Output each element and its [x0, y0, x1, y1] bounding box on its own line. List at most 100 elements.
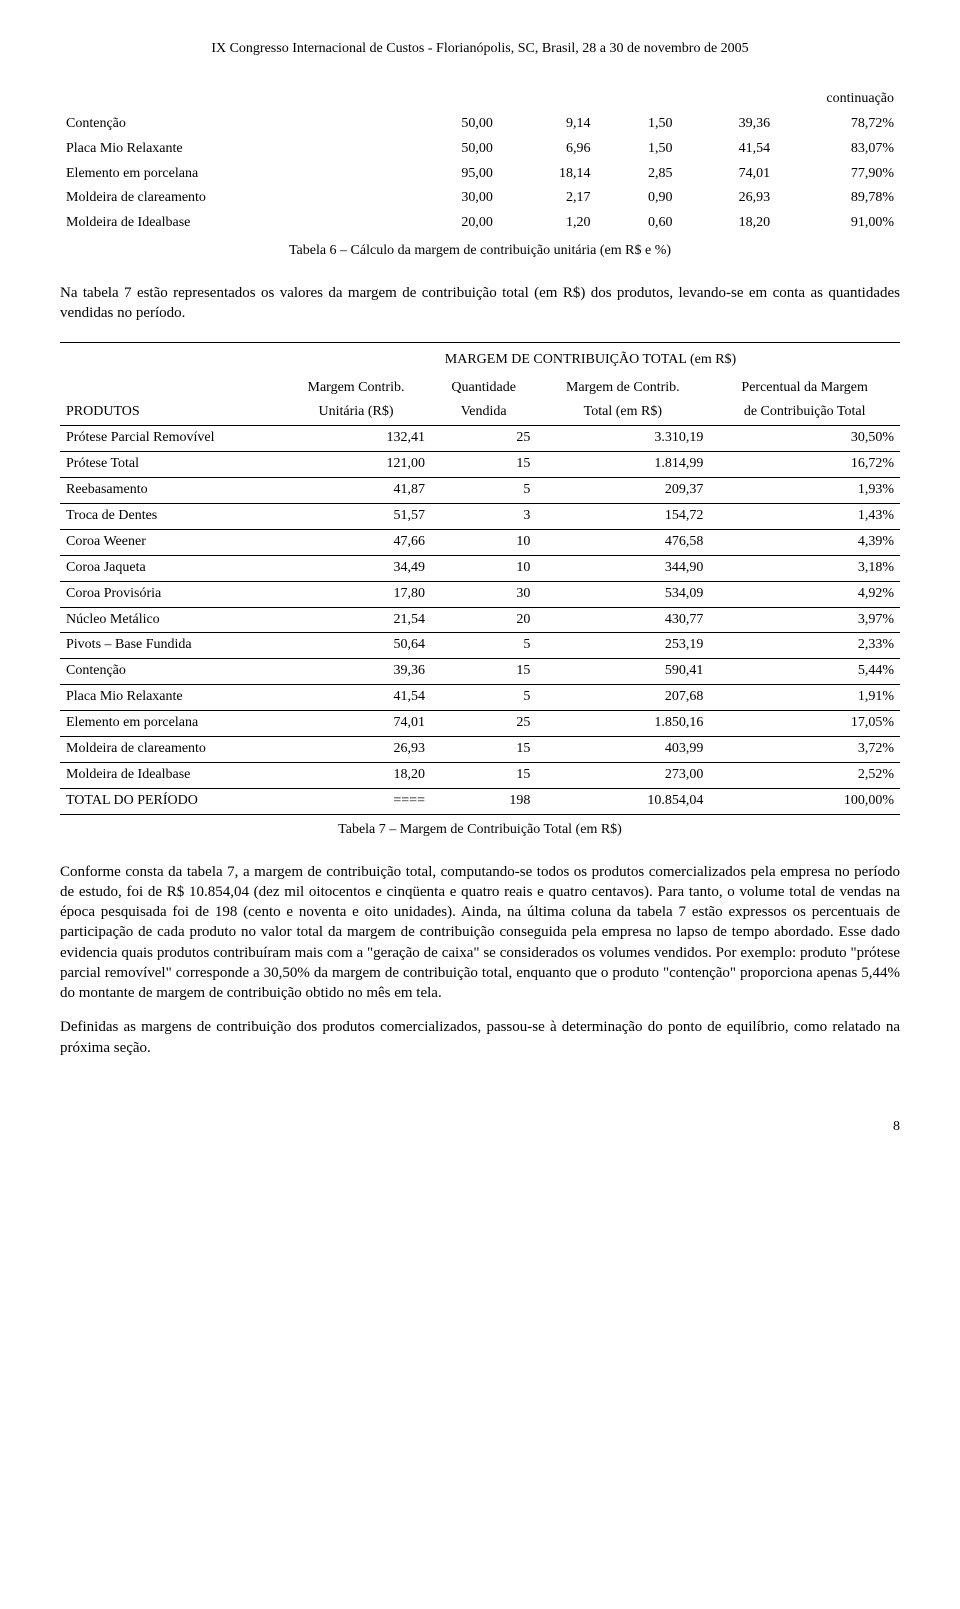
table-row: Prótese Parcial Removível132,41253.310,1… [60, 426, 900, 452]
table-row: Elemento em porcelana74,01251.850,1617,0… [60, 711, 900, 737]
cell: 25 [431, 711, 536, 737]
cell-label: Núcleo Metálico [60, 607, 281, 633]
col-h4a: Percentual da Margem [709, 376, 900, 401]
cell: 2,17 [499, 186, 597, 211]
cell: 6,96 [499, 137, 597, 162]
cell: 1,91% [709, 685, 900, 711]
table-row: Moldeira de clareamento26,9315403,993,72… [60, 736, 900, 762]
cell: 21,54 [281, 607, 431, 633]
cell: 30,00 [401, 186, 499, 211]
cell: 1.850,16 [536, 711, 709, 737]
continuation-label: continuação [60, 87, 900, 112]
cell: 30,50% [709, 426, 900, 452]
cell: 100,00% [709, 788, 900, 814]
cell: 430,77 [536, 607, 709, 633]
table-row: Núcleo Metálico21,5420430,773,97% [60, 607, 900, 633]
cell: 18,20 [281, 762, 431, 788]
table-7-caption: Tabela 7 – Margem de Contribuição Total … [60, 821, 900, 840]
cell: 3,18% [709, 555, 900, 581]
cell: 0,90 [596, 186, 678, 211]
table-row: Placa Mio Relaxante50,006,961,5041,5483,… [60, 137, 900, 162]
cell: 1.814,99 [536, 452, 709, 478]
col-h2b: Vendida [431, 400, 536, 425]
col-h1a: Margem Contrib. [281, 376, 431, 401]
cell: 132,41 [281, 426, 431, 452]
cell: 41,87 [281, 478, 431, 504]
cell-label: Moldeira de clareamento [60, 736, 281, 762]
cell: 16,72% [709, 452, 900, 478]
cell: 18,20 [678, 211, 776, 236]
table-row: Coroa Jaqueta34,4910344,903,18% [60, 555, 900, 581]
cell: 74,01 [281, 711, 431, 737]
paragraph-intro-table7: Na tabela 7 estão representados os valor… [60, 283, 900, 324]
cell: 5 [431, 633, 536, 659]
cell-label: Prótese Total [60, 452, 281, 478]
cell: 0,60 [596, 211, 678, 236]
col-h3b: Total (em R$) [536, 400, 709, 425]
cell: 1,43% [709, 503, 900, 529]
cell: 10 [431, 555, 536, 581]
cell-label: Coroa Weener [60, 529, 281, 555]
cell: 3,97% [709, 607, 900, 633]
cell-label: Moldeira de Idealbase [60, 762, 281, 788]
table-6-continuation: continuação Contenção50,009,141,5039,367… [60, 87, 900, 236]
cell: 3 [431, 503, 536, 529]
table-row: Reebasamento41,875209,371,93% [60, 478, 900, 504]
cell: ==== [281, 788, 431, 814]
cell: 1,20 [499, 211, 597, 236]
table-7-title: MARGEM DE CONTRIBUIÇÃO TOTAL (em R$) [281, 342, 900, 375]
cell: 1,93% [709, 478, 900, 504]
table-row: Troca de Dentes51,573154,721,43% [60, 503, 900, 529]
paragraph-analysis: Conforme consta da tabela 7, a margem de… [60, 862, 900, 1004]
cell-label: Placa Mio Relaxante [60, 685, 281, 711]
cell: 5 [431, 478, 536, 504]
cell: 253,19 [536, 633, 709, 659]
table-row: TOTAL DO PERÍODO====19810.854,04100,00% [60, 788, 900, 814]
cell: 83,07% [776, 137, 900, 162]
cell: 91,00% [776, 211, 900, 236]
cell: 18,14 [499, 162, 597, 187]
cell-label: TOTAL DO PERÍODO [60, 788, 281, 814]
col-h3a: Margem de Contrib. [536, 376, 709, 401]
cell-label: Contenção [60, 659, 281, 685]
cell: 209,37 [536, 478, 709, 504]
cell: 77,90% [776, 162, 900, 187]
table-row: Coroa Weener47,6610476,584,39% [60, 529, 900, 555]
cell: 17,80 [281, 581, 431, 607]
cell: 403,99 [536, 736, 709, 762]
cell: 26,93 [281, 736, 431, 762]
cell: 47,66 [281, 529, 431, 555]
table-row: Moldeira de Idealbase18,2015273,002,52% [60, 762, 900, 788]
cell: 15 [431, 452, 536, 478]
cell: 74,01 [678, 162, 776, 187]
cell-label: Moldeira de clareamento [60, 186, 401, 211]
col-h2a: Quantidade [431, 376, 536, 401]
cell: 50,00 [401, 112, 499, 137]
page-header: IX Congresso Internacional de Custos - F… [60, 40, 900, 59]
cell: 26,93 [678, 186, 776, 211]
table-row: Pivots – Base Fundida50,645253,192,33% [60, 633, 900, 659]
cell: 534,09 [536, 581, 709, 607]
col-produtos: PRODUTOS [60, 376, 281, 426]
cell: 15 [431, 762, 536, 788]
cell: 10 [431, 529, 536, 555]
cell: 39,36 [678, 112, 776, 137]
cell: 154,72 [536, 503, 709, 529]
table-row: Contenção39,3615590,415,44% [60, 659, 900, 685]
cell: 25 [431, 426, 536, 452]
cell: 50,00 [401, 137, 499, 162]
cell-label: Coroa Jaqueta [60, 555, 281, 581]
cell: 34,49 [281, 555, 431, 581]
cell: 590,41 [536, 659, 709, 685]
cell: 39,36 [281, 659, 431, 685]
cell-label: Moldeira de Idealbase [60, 211, 401, 236]
cell: 78,72% [776, 112, 900, 137]
cell: 4,92% [709, 581, 900, 607]
cell: 30 [431, 581, 536, 607]
cell-label: Prótese Parcial Removível [60, 426, 281, 452]
cell: 198 [431, 788, 536, 814]
cell: 1,50 [596, 137, 678, 162]
cell: 3,72% [709, 736, 900, 762]
table-row: Elemento em porcelana95,0018,142,8574,01… [60, 162, 900, 187]
table-row: Placa Mio Relaxante41,545207,681,91% [60, 685, 900, 711]
